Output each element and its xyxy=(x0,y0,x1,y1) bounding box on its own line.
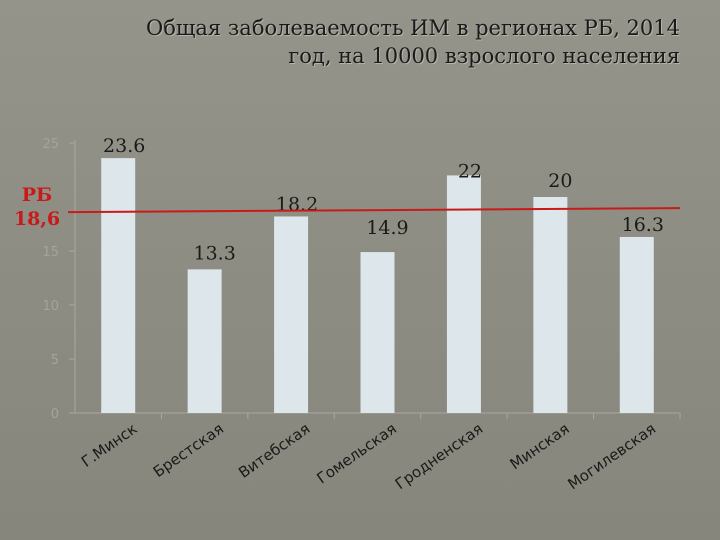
data-label: 14.9 xyxy=(366,217,408,239)
average-label-name: РБ xyxy=(21,184,53,206)
data-label: 13.3 xyxy=(193,242,235,264)
bar xyxy=(187,269,222,413)
average-line-label: РБ 18,6 xyxy=(2,183,72,231)
data-label: 20 xyxy=(548,170,572,192)
category-label: Гомельская xyxy=(313,420,399,488)
y-tick-label: 5 xyxy=(51,353,59,368)
bar xyxy=(101,158,136,413)
chart-title-line-2: год, на 10000 взрослого населения xyxy=(288,44,680,68)
bar xyxy=(533,197,568,413)
bar xyxy=(619,236,654,413)
y-tick-label: 25 xyxy=(42,137,59,152)
y-tick-label: 10 xyxy=(42,299,59,314)
chart-title-line-1: Общая заболеваемость ИМ в регионах РБ, 2… xyxy=(146,16,680,40)
data-label: 23.6 xyxy=(103,135,145,157)
bar xyxy=(274,216,309,413)
average-label-value: 18,6 xyxy=(13,208,61,230)
category-label: Могилевская xyxy=(564,420,659,494)
data-label: 16.3 xyxy=(622,214,664,236)
y-tick-label: 15 xyxy=(42,245,59,260)
bar xyxy=(446,175,481,413)
chart-title: Общая заболеваемость ИМ в регионах РБ, 2… xyxy=(60,14,680,70)
category-label: Гродненская xyxy=(392,420,486,494)
category-label: Витебская xyxy=(235,420,313,482)
category-label: Г.Минск xyxy=(78,420,141,471)
y-tick-label: 0 xyxy=(51,407,59,422)
category-label: Брестская xyxy=(150,420,227,482)
bar xyxy=(360,252,395,413)
data-label: 18.2 xyxy=(276,193,318,215)
data-label: 22 xyxy=(458,160,482,182)
category-label: Минская xyxy=(507,420,573,474)
average-reference-line xyxy=(67,207,681,214)
